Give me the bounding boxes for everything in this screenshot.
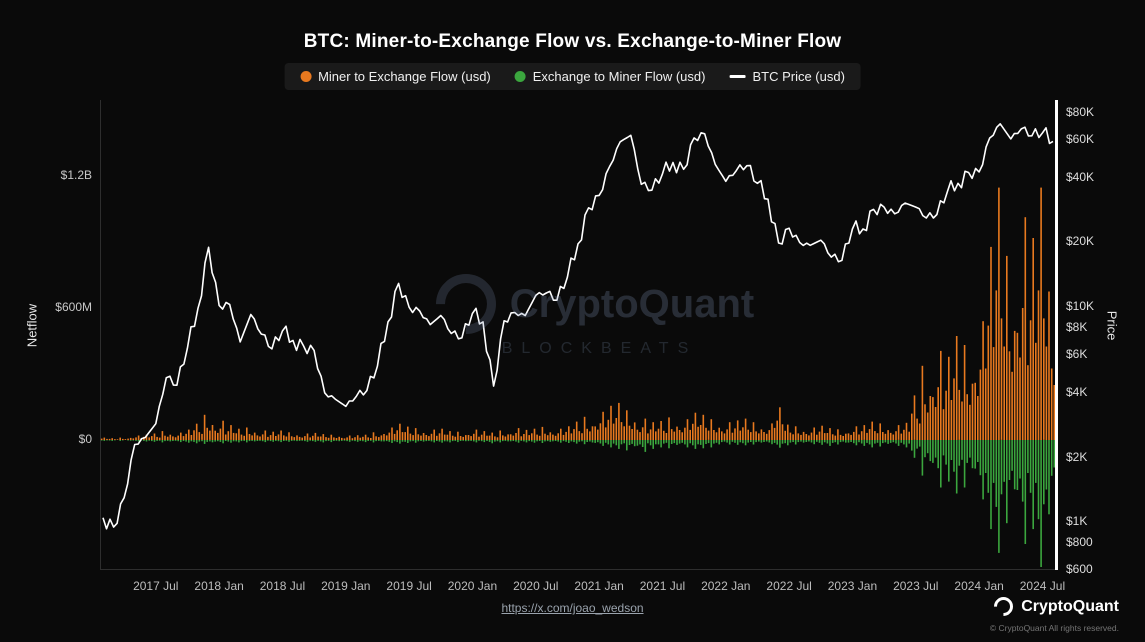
cryptoquant-brand: CryptoQuant: [990, 593, 1119, 620]
price-tick: $40K: [1066, 169, 1095, 184]
price-tick: $8K: [1066, 320, 1088, 335]
date-tick: 2023 Jul: [893, 579, 939, 593]
date-tick: 2024 Jan: [954, 579, 1004, 593]
price-axis-label: Price: [1104, 310, 1120, 341]
date-tick: 2024 Jul: [1019, 579, 1066, 593]
chart-plot: [100, 100, 1058, 570]
date-tick: 2020 Jul: [513, 579, 559, 593]
price-tick: $2K: [1066, 449, 1088, 464]
price-line-marker-icon: [729, 75, 746, 78]
legend-label: BTC Price (usd): [752, 69, 845, 84]
date-tick: 2021 Jul: [639, 579, 686, 593]
netflow-tick: $600M: [55, 300, 92, 314]
date-tick: 2018 Jan: [194, 579, 244, 593]
legend-item-1: Exchange to Miner Flow (usd): [514, 69, 706, 84]
price-tick: $6K: [1066, 346, 1088, 361]
brand-name: CryptoQuant: [1021, 597, 1119, 615]
cryptoquant-logo-icon: [990, 593, 1018, 620]
price-tick: $60K: [1066, 131, 1095, 146]
flow-dot-marker-icon: [514, 71, 526, 82]
price-tick: $80K: [1066, 105, 1095, 119]
price-tick: $20K: [1066, 234, 1095, 249]
legend-item-2: BTC Price (usd): [729, 69, 845, 84]
date-tick: 2022 Jan: [701, 579, 751, 593]
legend-label: Miner to Exchange Flow (usd): [318, 69, 491, 84]
legend-item-0: Miner to Exchange Flow (usd): [300, 69, 491, 84]
legend: Miner to Exchange Flow (usd) Exchange to …: [284, 63, 861, 90]
price-tick: $800: [1066, 535, 1093, 550]
date-tick: 2019 Jan: [321, 579, 371, 593]
exchange-to-miner-bars: [100, 440, 1058, 567]
netflow-tick: $0: [78, 432, 92, 446]
copyright-notice: © CryptoQuant All rights reserved.: [989, 623, 1119, 633]
date-tick: 2022 Jul: [766, 579, 812, 593]
chart-title: BTC: Miner-to-Exchange Flow vs. Exchange…: [303, 31, 842, 52]
price-tick: $4K: [1066, 384, 1088, 399]
date-tick: 2018 Jul: [259, 579, 306, 593]
price-tick: $600: [1066, 562, 1093, 576]
miner-to-exchange-bars: [100, 187, 1058, 441]
date-tick: 2017 Jul: [133, 579, 179, 593]
price-tick: $10K: [1066, 299, 1095, 314]
date-tick: 2019 Jul: [386, 579, 432, 593]
price-tick: $1K: [1066, 514, 1088, 529]
flow-dot-marker-icon: [300, 71, 312, 82]
source-link[interactable]: https://x.com/joao_wedson: [501, 601, 644, 615]
netflow-axis-label: Netflow: [24, 303, 40, 348]
date-tick: 2023 Jan: [827, 579, 878, 593]
btc-price-line: [102, 123, 1054, 530]
date-tick: 2020 Jan: [447, 579, 498, 593]
date-tick: 2021 Jan: [574, 579, 624, 593]
legend-label: Exchange to Miner Flow (usd): [532, 69, 706, 84]
netflow-tick: $1.2B: [60, 168, 92, 182]
